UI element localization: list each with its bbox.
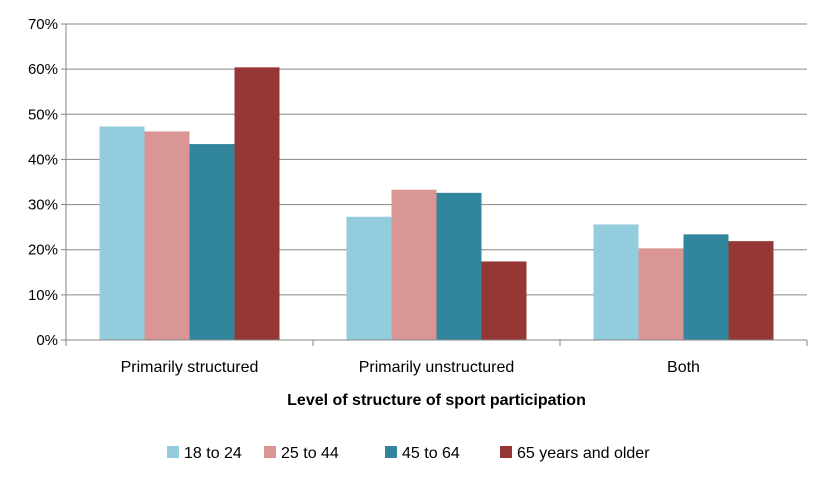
bar [728, 241, 774, 340]
x-tick-label: Primarily structured [121, 359, 259, 376]
bar [189, 144, 235, 340]
legend-label: 65 years and older [517, 445, 650, 462]
bar [99, 126, 145, 340]
y-tick-label: 10% [28, 287, 58, 304]
x-axis-title: Level of structure of sport participatio… [287, 392, 586, 409]
legend: 18 to 24 25 to 44 45 to 64 65 years and old… [167, 445, 650, 462]
bar [234, 67, 280, 340]
y-tick-label: 40% [28, 151, 58, 168]
legend-swatch [500, 446, 512, 458]
legend-label: 25 to 44 [281, 445, 339, 462]
bar [683, 234, 729, 340]
bar [638, 248, 684, 340]
y-tick-label: 50% [28, 106, 58, 123]
y-tick-label: 20% [28, 242, 58, 259]
y-tick-label: 30% [28, 197, 58, 214]
x-tick-label: Primarily unstructured [359, 359, 515, 376]
legend-swatch [385, 446, 397, 458]
y-tick-label: 70% [28, 16, 58, 33]
bar [436, 192, 482, 340]
legend-swatch [167, 446, 179, 458]
bar [144, 131, 190, 340]
bar [593, 224, 639, 340]
bar [481, 261, 527, 340]
y-tick-label: 60% [28, 61, 58, 78]
bars [99, 67, 774, 340]
x-tick-label: Both [667, 359, 700, 376]
axes: 0% 10% 20% 30% 40% 50% 60% 70% Primarily structu… [28, 16, 808, 376]
bar [391, 189, 437, 340]
legend-label: 18 to 24 [184, 445, 242, 462]
y-tick-label: 0% [36, 332, 58, 349]
legend-label: 45 to 64 [402, 445, 460, 462]
legend-swatch [264, 446, 276, 458]
bar [346, 216, 392, 340]
